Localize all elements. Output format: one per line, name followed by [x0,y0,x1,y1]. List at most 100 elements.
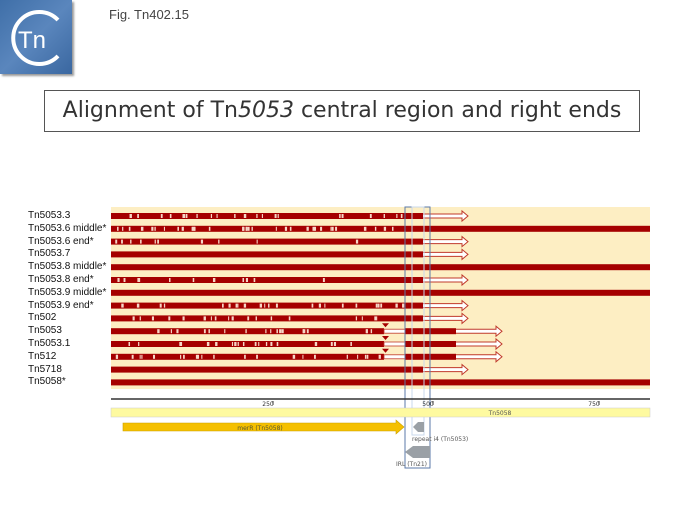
mismatch-tick [314,354,316,359]
mismatch-tick [350,342,352,346]
mismatch-tick [302,329,306,334]
alignment-row [111,248,469,261]
mismatch-tick [139,354,141,359]
mismatch-tick [245,329,247,334]
mismatch-tick [213,354,215,359]
mismatch-tick [361,316,363,321]
mismatch-tick [228,316,230,321]
mismatch-tick [151,316,154,321]
mismatch-tick [374,316,377,321]
mismatch-tick [163,303,166,308]
mismatch-tick [256,354,258,359]
mismatch-tick [216,214,218,218]
mismatch-tick [122,226,124,231]
mismatch-tick [234,214,236,218]
mismatch-tick [376,316,378,321]
mismatch-tick [152,354,156,359]
row-label: Tn5053.3 [28,210,71,221]
mismatch-tick [192,226,195,231]
mismatch-tick [341,214,344,218]
mismatch-tick [224,329,226,334]
mismatch-tick [137,214,139,218]
mismatch-tick [355,316,358,321]
mismatch-tick [330,342,333,346]
mismatch-tick [366,354,369,359]
mismatch-tick [179,342,182,346]
mismatch-tick [182,214,185,218]
sequence-bar [111,225,650,232]
mismatch-tick [396,214,398,218]
mismatch-tick [312,226,315,231]
alignment-row [111,289,650,296]
gap-segment [383,354,406,360]
mismatch-tick [242,342,245,346]
repeat-label: repeat i4 (Tn5053) [412,436,468,443]
mismatch-tick [402,303,405,308]
mismatch-tick [154,239,156,244]
reference-bar [110,407,651,418]
figure-label: Fig. Tn402.15 [109,7,189,22]
alignment-row [111,299,469,312]
mismatch-tick [203,329,206,334]
mismatch-tick [237,342,239,346]
mismatch-tick [253,278,256,282]
insertion-marker-icon [382,336,389,340]
mismatch-tick [259,303,263,308]
mismatch-tick [159,303,162,308]
mismatch-tick [244,354,246,359]
mismatch-tick [318,303,321,308]
row-label: Tn5053.9 end* [28,299,94,311]
mismatch-tick [375,303,378,308]
mismatch-tick [138,342,140,346]
mismatch-tick [247,226,250,231]
mismatch-tick [128,342,131,346]
sequence-bar [111,328,384,335]
mismatch-tick [242,278,245,282]
mismatch-tick [180,354,182,359]
mismatch-tick [383,214,385,218]
mismatch-tick [192,278,195,282]
mismatch-tick [268,303,270,308]
mismatch-tick [203,316,206,321]
mismatch-tick [363,226,367,231]
row-label: Tn5053.8 end* [28,274,94,285]
arrow-extension [423,299,469,312]
alignment-row [111,225,650,232]
mismatch-tick [128,226,131,231]
mismatch-tick [289,226,292,231]
mismatch-tick [137,278,140,282]
mismatch-tick [255,316,257,321]
row-label: Tn5053 [28,325,62,337]
mismatch-tick [208,329,210,334]
mismatch-tick [210,316,212,321]
mismatch-tick [139,316,141,321]
mismatch-tick [270,329,272,334]
irl-feature [405,446,430,458]
row-label: Tn5053.1 [28,338,71,349]
mismatch-tick [115,354,119,359]
mismatch-tick [218,239,220,244]
mismatch-tick [270,342,273,346]
mismatch-tick [121,239,123,244]
mismatch-tick [247,316,250,321]
mismatch-tick [141,354,143,359]
mismatch-tick [131,354,134,359]
tn-logo-mark: Tn [11,10,60,66]
alignment-row [111,273,469,287]
mismatch-tick [228,303,231,308]
mismatch-tick [154,226,156,231]
arrow-extension [456,325,503,338]
sequence-bar [111,238,423,245]
mismatch-tick [200,239,204,244]
mismatch-tick [140,226,144,231]
mismatch-tick [314,342,318,346]
mismatch-tick [176,329,179,334]
mismatch-tick [151,226,154,231]
mismatch-tick [355,303,358,308]
track-background [111,207,650,389]
mismatch-tick [369,214,372,218]
mismatch-tick [181,226,184,231]
mismatch-tick [322,278,325,282]
mismatch-tick [346,354,348,359]
